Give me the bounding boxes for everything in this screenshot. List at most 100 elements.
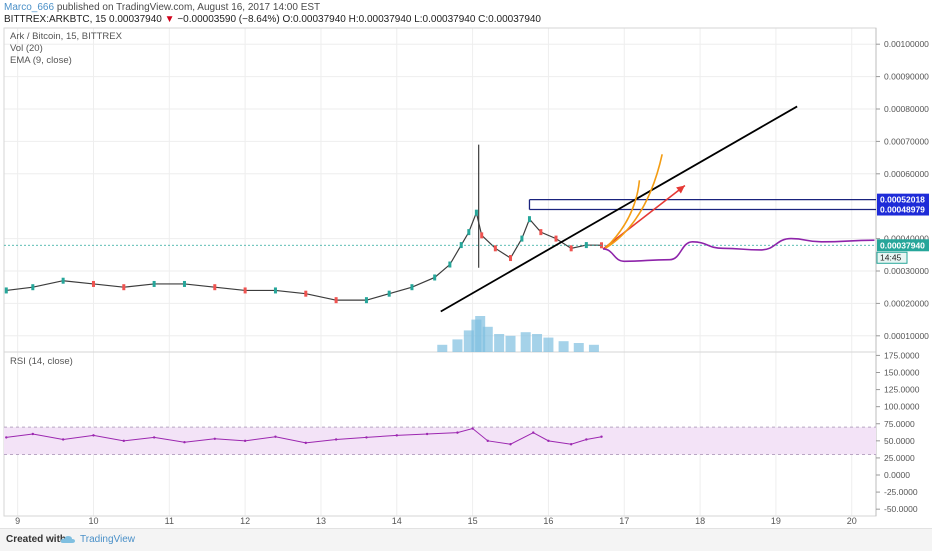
rsi-tick-label: 150.0000 <box>884 368 920 378</box>
candle <box>273 287 277 294</box>
time-tick-label: 14 <box>392 516 402 526</box>
change-down-icon: ▼ <box>164 14 175 25</box>
candle <box>493 245 497 252</box>
time-tick-label: 13 <box>316 516 326 526</box>
price-chart[interactable]: 0.00010000 0.00020000 0.00030000 0.00040000… <box>0 0 932 528</box>
candle <box>474 209 478 216</box>
volume-bar <box>543 337 554 352</box>
candle <box>61 277 65 284</box>
red-arrow-head-icon <box>676 185 685 194</box>
rsi-tick-label: 100.0000 <box>884 402 920 412</box>
level-price-label: 0.00048979 <box>880 205 925 215</box>
time-tick-label: 12 <box>240 516 250 526</box>
volume-bar <box>588 344 599 352</box>
candle <box>334 297 338 304</box>
volume-bar <box>573 343 584 352</box>
level-price-tag <box>877 203 929 216</box>
time-tick-label: 19 <box>771 516 781 526</box>
candle <box>539 229 543 236</box>
time-tick-label: 15 <box>468 516 478 526</box>
candle <box>213 284 217 291</box>
volume-bar <box>532 334 543 352</box>
candle <box>304 290 308 297</box>
red-arrow-line <box>602 184 686 250</box>
time-tick-label: 17 <box>619 516 629 526</box>
candle <box>527 216 531 223</box>
candle <box>364 297 368 304</box>
tradingview-cloud-icon <box>60 536 75 543</box>
time-tick-label: 16 <box>543 516 553 526</box>
rsi-tick-label: 75.0000 <box>884 419 915 429</box>
publish-info: Marco_666 published on TradingView.com, … <box>4 2 320 13</box>
level-price-label: 0.00052018 <box>880 195 925 205</box>
candle <box>448 261 452 268</box>
candle <box>243 287 247 294</box>
time-tick-label: 9 <box>15 516 20 526</box>
rsi-tick-label: 0.0000 <box>884 470 910 480</box>
price-line <box>6 210 602 301</box>
rsi-point <box>122 439 126 443</box>
rsi-tick-label: -50.0000 <box>884 504 918 514</box>
rsi-point <box>5 436 8 439</box>
rsi-tick-label: 50.0000 <box>884 436 915 446</box>
candle <box>584 242 588 249</box>
author-link[interactable]: Marco_666 <box>4 2 55 13</box>
rsi-point <box>334 438 338 441</box>
rsi-point <box>532 431 535 434</box>
volume-bar <box>505 335 516 352</box>
rsi-point <box>183 441 186 444</box>
orange-projection-a <box>604 180 641 249</box>
candle <box>410 284 414 291</box>
tradingview-link[interactable]: TradingView <box>80 534 136 545</box>
time-tick-label: 18 <box>695 516 705 526</box>
candle <box>152 280 156 287</box>
rsi-tick-label: 25.0000 <box>884 453 915 463</box>
rsi-point <box>274 435 277 438</box>
countdown-label: 14:45 <box>880 252 902 262</box>
candle <box>91 280 95 287</box>
price-tick-label: 0.00030000 <box>884 266 929 276</box>
rsi-point <box>509 443 512 446</box>
volume-bars <box>437 316 599 352</box>
candle <box>509 255 513 262</box>
rsi-point <box>243 439 247 443</box>
rsi-tick-label: -25.0000 <box>884 487 918 497</box>
rsi-point <box>456 431 459 434</box>
candle <box>480 232 484 239</box>
created-with-text: Created with <box>6 534 67 545</box>
price-tick-label: 0.00040000 <box>884 234 929 244</box>
trendline <box>440 105 798 313</box>
purple-projection <box>602 237 875 263</box>
candle <box>387 290 391 297</box>
rsi-tick-label: 125.0000 <box>884 385 920 395</box>
ohlc-header: BITTREX:ARKBTC, 15 0.00037940 ▼ −0.00003… <box>4 14 541 25</box>
ema-legend: EMA (9, close) <box>10 55 72 66</box>
rsi-line <box>6 427 602 445</box>
volume-bar <box>437 344 448 352</box>
candle <box>4 287 8 294</box>
rsi-point <box>486 439 489 443</box>
drawings <box>4 105 876 313</box>
price-tick-label: 0.00100000 <box>884 39 929 49</box>
volume-bar <box>494 334 505 352</box>
volume-bar <box>482 326 493 352</box>
price-axis: 0.00010000 0.00020000 0.00030000 0.00040000… <box>876 39 929 341</box>
volume-legend: Vol (20) <box>10 43 43 54</box>
current-price-tag <box>877 239 929 252</box>
rsi-tick-label: 175.0000 <box>884 350 920 360</box>
price-tick-label: 0.00090000 <box>884 72 929 82</box>
price-tick-label: 0.00060000 <box>884 169 929 179</box>
rsi-point <box>471 427 474 430</box>
countdown-tag <box>876 251 908 264</box>
candle <box>569 245 573 252</box>
candle <box>554 235 558 242</box>
candle <box>433 274 437 281</box>
change-value: −0.00003590 (−8.64%) <box>177 14 280 25</box>
rsi-point <box>92 434 95 437</box>
level-price-tag <box>877 193 929 206</box>
rsi-point <box>31 432 35 436</box>
time-axis: 9 10 11 12 13 14 15 16 17 18 19 20 <box>15 516 857 526</box>
rsi-point <box>569 443 573 446</box>
rsi-point <box>304 441 307 445</box>
rsi-axis: 175.0000 150.0000 125.0000 100.0000 75.0000 5… <box>876 350 920 514</box>
